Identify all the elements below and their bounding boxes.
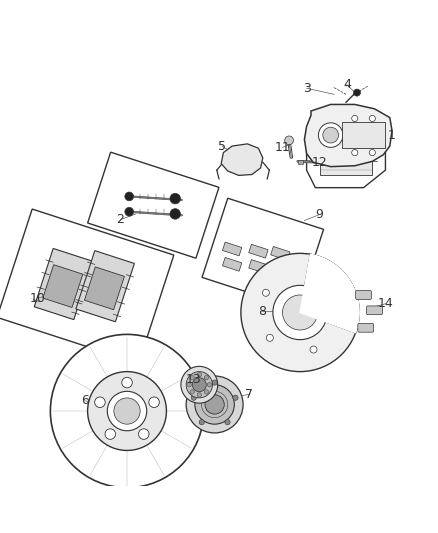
Polygon shape	[88, 152, 219, 258]
Circle shape	[266, 334, 273, 341]
Circle shape	[323, 127, 339, 143]
FancyBboxPatch shape	[358, 324, 374, 332]
Circle shape	[190, 375, 194, 380]
Polygon shape	[223, 242, 242, 256]
Circle shape	[318, 123, 343, 147]
Circle shape	[107, 391, 147, 431]
Text: 6: 6	[81, 394, 89, 407]
Polygon shape	[300, 254, 359, 333]
Polygon shape	[307, 118, 385, 188]
Circle shape	[204, 375, 208, 380]
Circle shape	[125, 207, 134, 216]
Circle shape	[50, 334, 204, 488]
Circle shape	[233, 395, 238, 400]
Circle shape	[197, 393, 201, 397]
Circle shape	[283, 295, 318, 330]
Circle shape	[212, 380, 217, 385]
Circle shape	[191, 395, 196, 400]
Circle shape	[285, 136, 293, 145]
Circle shape	[138, 429, 149, 439]
Bar	[298, 160, 303, 164]
Text: 1: 1	[388, 128, 396, 142]
Circle shape	[190, 390, 194, 394]
Text: 8: 8	[258, 305, 266, 318]
Circle shape	[205, 395, 224, 414]
Circle shape	[241, 253, 359, 372]
Circle shape	[192, 378, 206, 392]
Circle shape	[353, 89, 360, 96]
Circle shape	[187, 383, 191, 387]
Text: 14: 14	[378, 297, 393, 310]
Circle shape	[310, 346, 317, 353]
Circle shape	[197, 373, 201, 377]
Text: 13: 13	[186, 373, 202, 386]
Polygon shape	[271, 246, 290, 260]
Circle shape	[170, 193, 180, 204]
Bar	[320, 126, 372, 174]
Text: 5: 5	[218, 140, 226, 152]
Polygon shape	[223, 257, 242, 271]
FancyBboxPatch shape	[367, 306, 382, 314]
Circle shape	[369, 150, 375, 156]
Circle shape	[225, 419, 230, 425]
Circle shape	[352, 115, 358, 122]
Text: 3: 3	[303, 82, 311, 95]
Circle shape	[105, 429, 116, 439]
Circle shape	[273, 285, 327, 340]
Circle shape	[170, 209, 180, 219]
Polygon shape	[34, 248, 93, 320]
Circle shape	[149, 397, 159, 408]
Text: 12: 12	[312, 156, 328, 169]
Circle shape	[199, 419, 205, 425]
Polygon shape	[202, 198, 324, 309]
Circle shape	[95, 397, 105, 408]
Circle shape	[369, 115, 375, 122]
Circle shape	[204, 390, 208, 394]
Text: 11: 11	[275, 141, 290, 154]
Circle shape	[207, 383, 212, 387]
Circle shape	[262, 289, 269, 296]
Polygon shape	[0, 209, 174, 364]
Bar	[342, 122, 385, 148]
Circle shape	[125, 192, 134, 201]
Text: 9: 9	[315, 208, 323, 221]
Circle shape	[114, 398, 140, 424]
Circle shape	[186, 376, 243, 433]
Text: 10: 10	[29, 292, 45, 304]
Polygon shape	[271, 262, 290, 276]
Circle shape	[352, 150, 358, 156]
Text: 4: 4	[343, 78, 351, 91]
Polygon shape	[249, 260, 268, 273]
Circle shape	[186, 372, 212, 398]
Circle shape	[181, 366, 218, 403]
Circle shape	[88, 372, 166, 450]
FancyBboxPatch shape	[356, 290, 371, 300]
Circle shape	[122, 377, 132, 388]
Text: 7: 7	[245, 388, 253, 401]
Polygon shape	[43, 265, 83, 308]
Polygon shape	[249, 244, 268, 258]
Circle shape	[195, 385, 234, 424]
Polygon shape	[221, 144, 263, 175]
Polygon shape	[76, 251, 134, 322]
Polygon shape	[85, 267, 124, 310]
Text: 2: 2	[117, 213, 124, 226]
Polygon shape	[304, 104, 392, 167]
